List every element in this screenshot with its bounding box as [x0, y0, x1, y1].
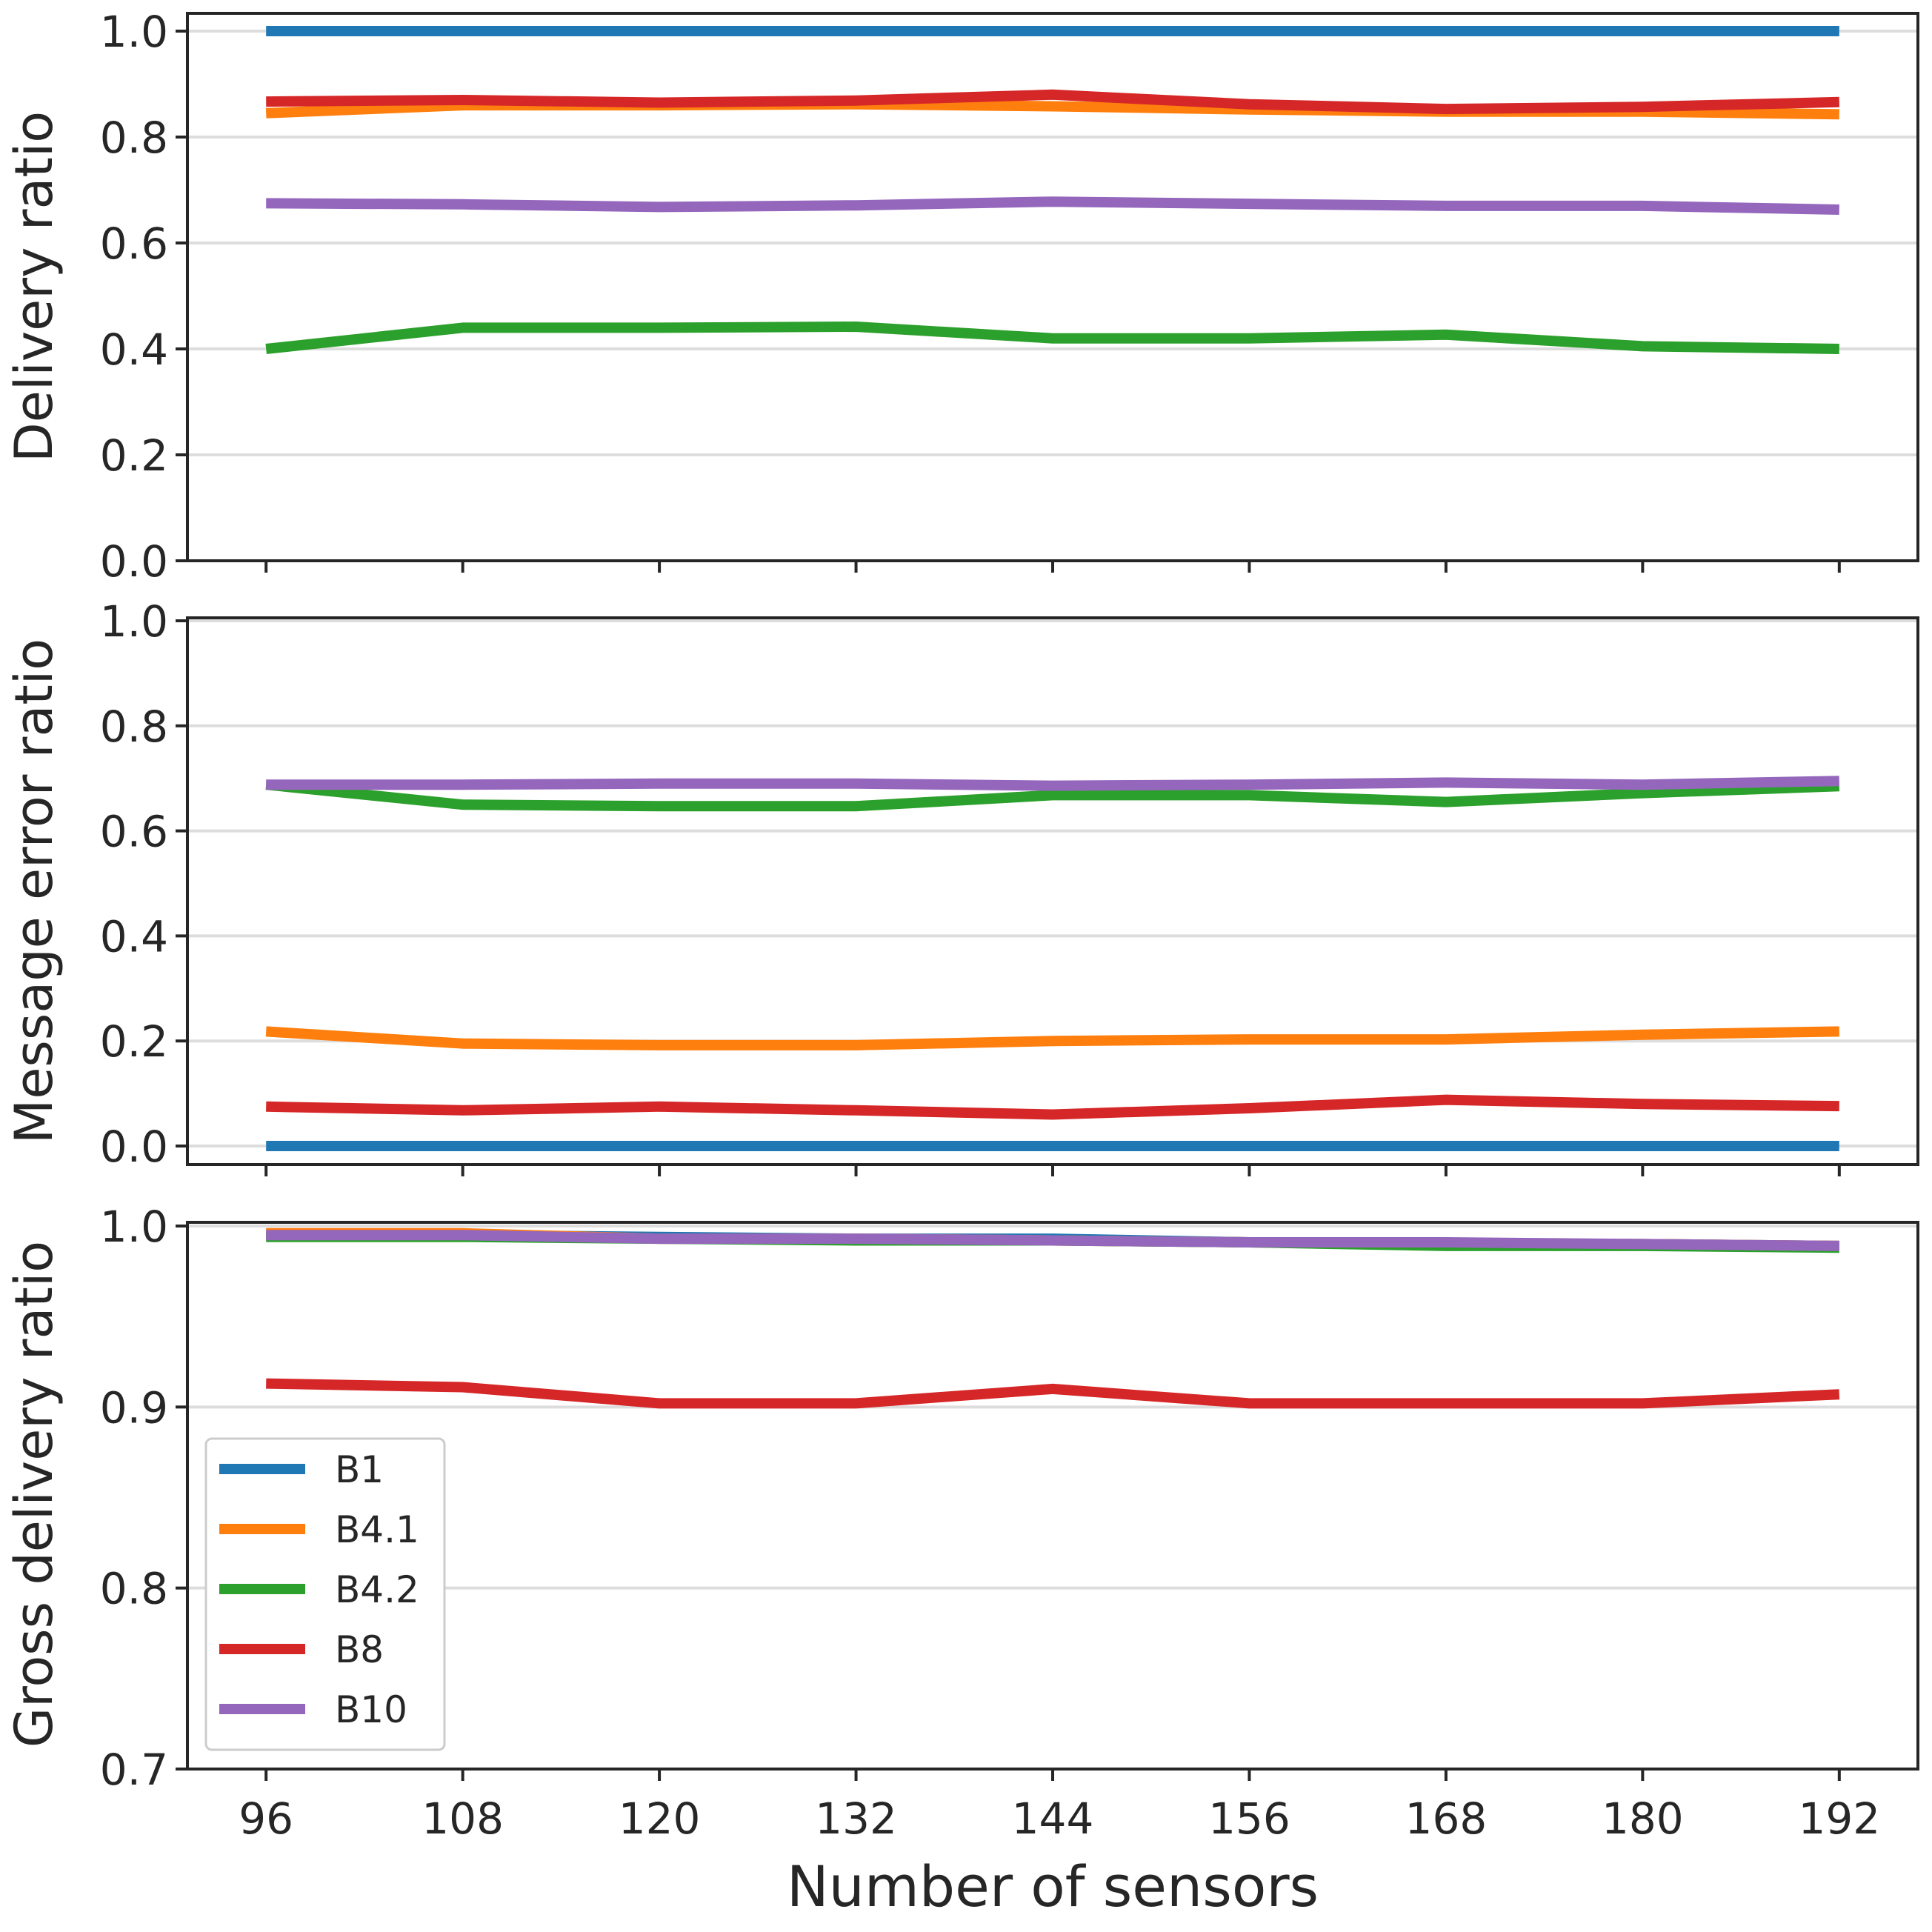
series-line-b8	[266, 1378, 1840, 1409]
y-tick-label: 0.8	[100, 113, 168, 163]
gridlines	[187, 1225, 1918, 1771]
y-tick-label: 0.2	[100, 430, 168, 481]
x-tick-label: 156	[1208, 1793, 1290, 1844]
x-tick-label: 132	[815, 1793, 897, 1844]
y-tick-label: 1.0	[100, 596, 168, 647]
y-tick-label: 0.4	[100, 324, 168, 375]
series-line-b10	[266, 776, 1839, 791]
series-lines	[266, 1228, 1840, 1409]
y-tick-label: 0.8	[100, 1564, 168, 1614]
panel-message-error-ratio: Message error ratio 0.0 0.2 0.4 0.6 0.8 1.0	[4, 596, 1919, 1176]
y-tick-label: 0.4	[100, 911, 168, 962]
y-tick-label: 1.0	[100, 7, 168, 57]
series-line-b10	[266, 1230, 1839, 1251]
panel-gross-delivery-ratio: Gross delivery ratio 0.7 0.8 0.9 1.0 96 108 12…	[4, 1202, 1919, 1844]
series-line-b8	[266, 89, 1839, 115]
ylabel-message-error-ratio: Message error ratio	[4, 639, 64, 1144]
y-tick-label: 0.7	[100, 1745, 168, 1795]
series-line-b4-2	[265, 322, 1839, 354]
panel-delivery-ratio: Delivery ratio 0.0 0.2 0.4 0.6 0.8 1.0	[4, 7, 1919, 587]
x-tick-label: 168	[1405, 1793, 1488, 1844]
legend-label-b8: B8	[335, 1628, 384, 1671]
legend: B1 B4.1 B4.2 B8 B10	[204, 1437, 446, 1751]
x-tick-label: 144	[1012, 1793, 1094, 1844]
y-tick-label: 0.2	[100, 1016, 168, 1067]
legend-box	[204, 1437, 446, 1751]
y-tick-label: 0.6	[100, 807, 168, 857]
legend-label-b10: B10	[335, 1688, 407, 1731]
series-line-b8	[266, 1094, 1839, 1120]
y-tick-label: 0.0	[100, 536, 168, 587]
series-line-b4-1	[265, 1026, 1839, 1050]
axes-frame	[186, 1221, 1919, 1771]
x-tick-label: 180	[1602, 1793, 1684, 1844]
x-tick-label: 192	[1798, 1793, 1880, 1844]
x-tick-label: 96	[239, 1793, 293, 1844]
series-lines	[265, 26, 1839, 354]
y-tick-label: 0.8	[100, 702, 168, 752]
series-line-b4-2	[265, 779, 1840, 812]
y-tick-label: 0.9	[100, 1382, 168, 1433]
series-lines	[265, 776, 1840, 1151]
x-tick-label: 120	[619, 1793, 701, 1844]
x-tick-label: 108	[422, 1793, 504, 1844]
legend-label-b1: B1	[335, 1448, 384, 1491]
x-axis-label: Number of sensors	[787, 1853, 1319, 1919]
legend-label-b4-2: B4.2	[335, 1568, 419, 1611]
gridlines	[187, 619, 1918, 1147]
y-tick-label: 0.6	[100, 219, 168, 269]
ylabel-delivery-ratio: Delivery ratio	[4, 111, 64, 462]
y-tick-label: 0.0	[100, 1122, 168, 1172]
y-tick-label: 1.0	[100, 1202, 168, 1252]
series-line-b10	[266, 196, 1839, 215]
legend-label-b4-1: B4.1	[335, 1508, 419, 1551]
ylabel-gross-delivery-ratio: Gross delivery ratio	[4, 1241, 64, 1748]
axes-frame	[186, 616, 1919, 1166]
